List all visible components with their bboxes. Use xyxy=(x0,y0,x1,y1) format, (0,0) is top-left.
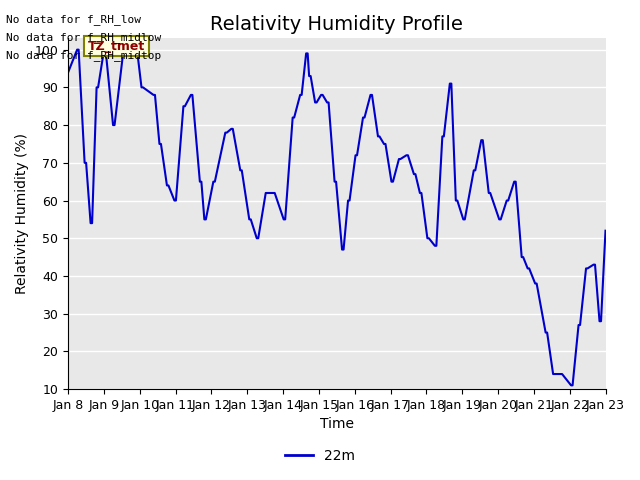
Y-axis label: Relativity Humidity (%): Relativity Humidity (%) xyxy=(15,133,29,294)
Text: No data for f_RH_midlow: No data for f_RH_midlow xyxy=(6,32,162,43)
X-axis label: Time: Time xyxy=(320,418,354,432)
Title: Relativity Humidity Profile: Relativity Humidity Profile xyxy=(211,15,463,34)
Text: No data for f_RH_low: No data for f_RH_low xyxy=(6,13,141,24)
Legend: 22m: 22m xyxy=(280,443,360,468)
Text: TZ_tmet: TZ_tmet xyxy=(88,40,145,53)
Text: No data for f_RH_midtop: No data for f_RH_midtop xyxy=(6,50,162,61)
